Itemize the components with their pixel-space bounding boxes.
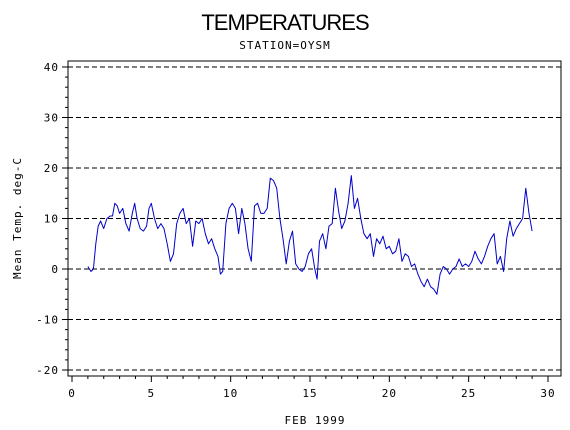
y-tick-label: 30: [44, 112, 59, 125]
x-tick-label: 5: [148, 387, 156, 400]
chart-subtitle: STATION=OYSM: [239, 39, 330, 52]
x-tick-label: 10: [223, 387, 238, 400]
y-tick-label: 0: [51, 263, 59, 276]
y-tick-label: -10: [36, 314, 59, 327]
chart-title: TEMPERATURES: [201, 10, 369, 35]
y-tick-label: 10: [44, 213, 59, 226]
x-axis-label: FEB 1999: [285, 414, 346, 427]
x-tick-label: 0: [68, 387, 76, 400]
axes: -20 -10 0 10 20 30 40 0 5 10 15 20 25 30: [36, 60, 562, 400]
x-tick-label: 15: [302, 387, 317, 400]
series-group: [87, 175, 533, 295]
y-axis-label: Mean Temp. deg-C: [11, 157, 24, 279]
temperature-series-line: [87, 175, 533, 295]
grid-lines: [68, 66, 561, 371]
y-tick-label: 40: [44, 61, 59, 74]
x-tick-label: 20: [382, 387, 397, 400]
x-tick-label: 25: [461, 387, 476, 400]
x-tick-label: 30: [540, 387, 555, 400]
y-tick-label: -20: [36, 364, 59, 377]
y-tick-label: 20: [44, 162, 59, 175]
